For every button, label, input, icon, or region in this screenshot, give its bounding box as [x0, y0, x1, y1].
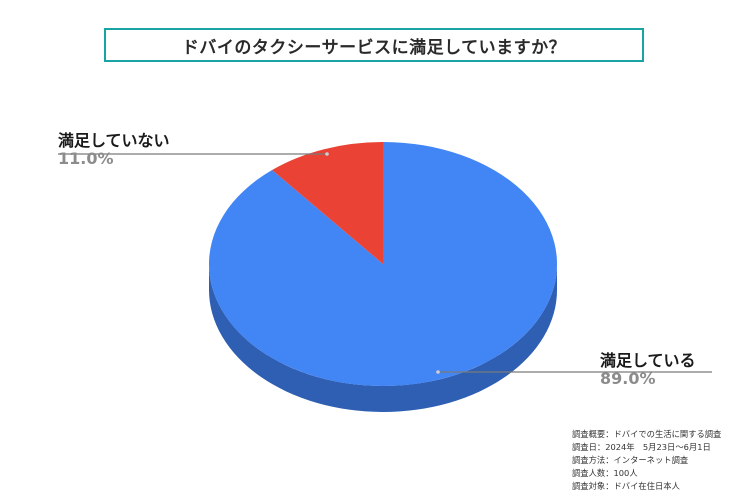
slice-label-name: 満足していない	[58, 131, 170, 150]
survey-note: 調査人数：100人	[572, 468, 638, 478]
survey-note: 調査方法：インターネット調査	[572, 455, 689, 465]
leader-lines	[58, 152, 712, 374]
survey-note: 調査日：2024年 5月23日～6月1日	[572, 442, 711, 452]
pie-top-layer	[209, 142, 558, 386]
pie-slice-0	[209, 142, 558, 386]
slice-label-not-satisfied: 満足していない 11.0%	[58, 132, 170, 167]
survey-note: 調査概要：ドバイでの生活に関する調査	[572, 429, 722, 439]
slice-label-value: 11.0%	[58, 148, 114, 168]
slice-label-name: 満足している	[600, 351, 696, 370]
survey-notes: 調査概要：ドバイでの生活に関する調査 調査日：2024年 5月23日～6月1日 …	[572, 428, 721, 493]
pie-slice-1	[272, 142, 383, 264]
pie-side-0	[209, 264, 557, 412]
chart-title: ドバイのタクシーサービスに満足していますか？	[104, 28, 644, 62]
survey-note: 調査対象：ドバイ在住日本人	[572, 481, 680, 491]
slice-label-value: 89.0%	[600, 368, 656, 388]
slice-label-satisfied: 満足している 89.0%	[600, 352, 696, 387]
leader-dot-1	[325, 152, 329, 156]
pie-side-layer	[209, 264, 557, 412]
leader-dot-0	[436, 370, 440, 374]
